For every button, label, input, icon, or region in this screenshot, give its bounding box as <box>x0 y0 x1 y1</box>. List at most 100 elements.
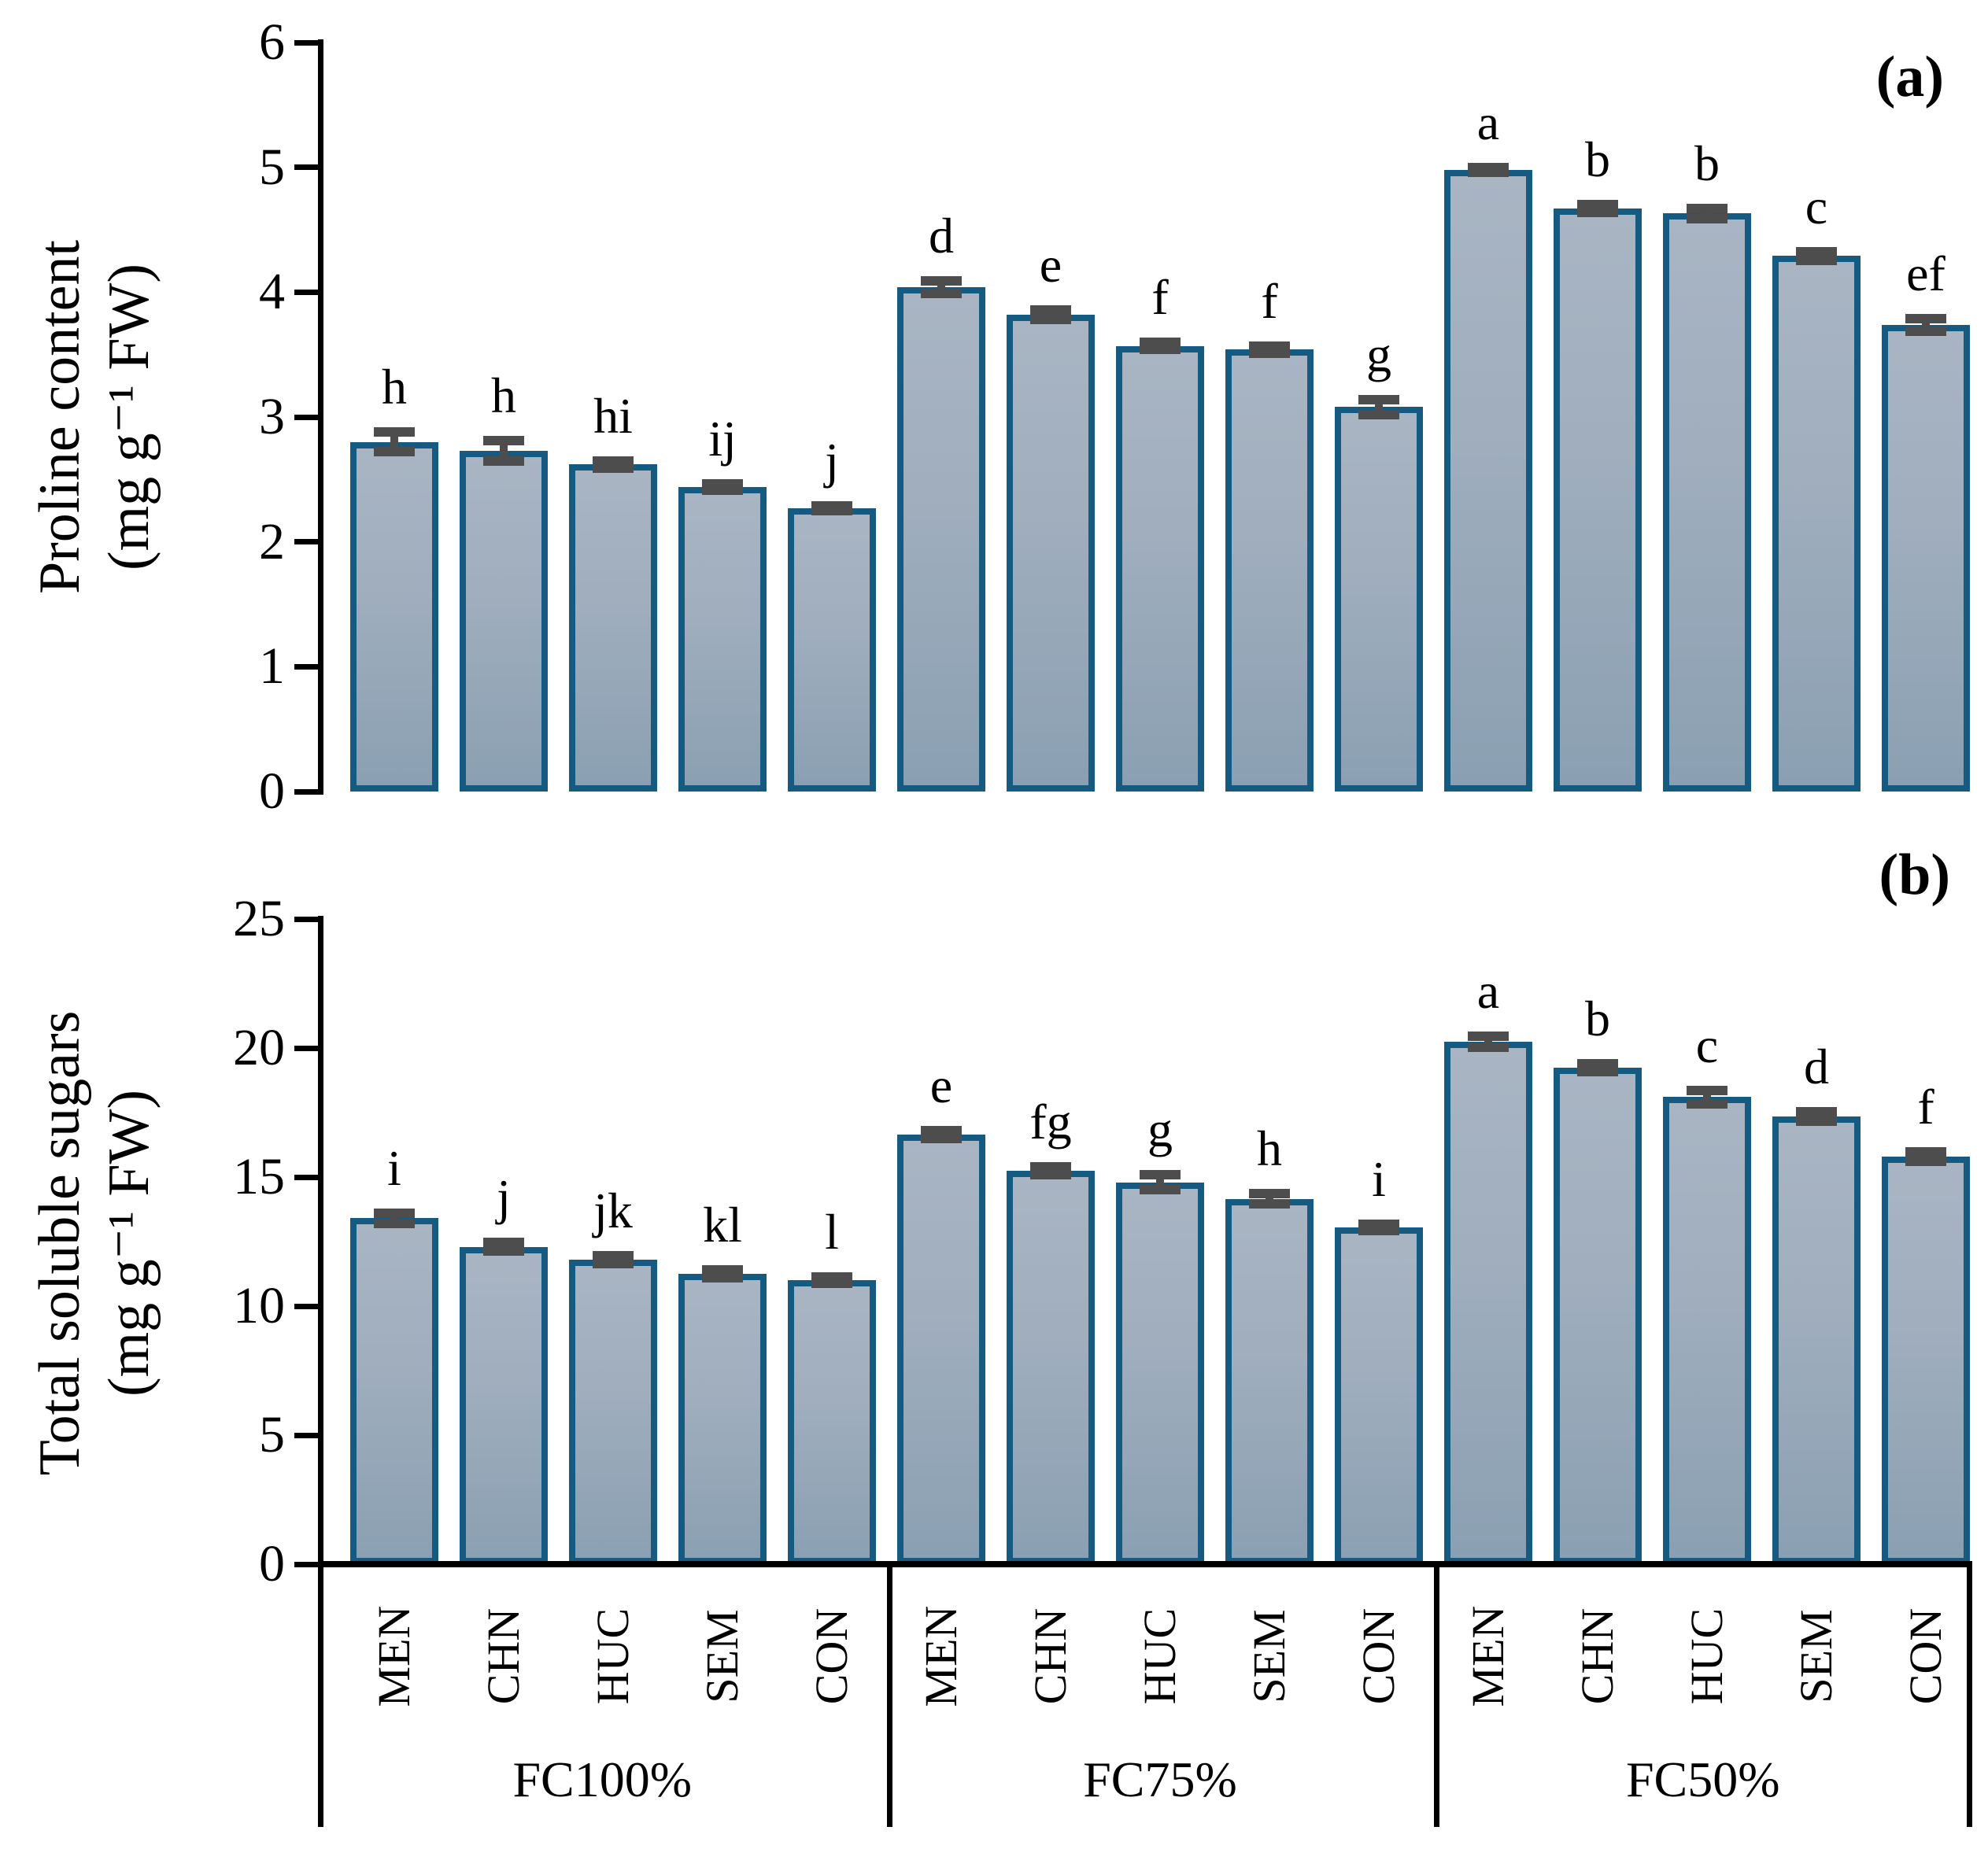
group-divider-2 <box>1433 1567 1439 1827</box>
y-axis-tick-label-a-4: 4 <box>259 263 285 321</box>
x-category-label-FC50%-CON: CON <box>1900 1607 1951 1705</box>
y-axis-tick-a-2 <box>294 539 318 545</box>
sig-letter-a-FC100%-SEM: ij <box>708 410 737 467</box>
sig-letter-a-FC100%-HUC: hi <box>593 387 633 444</box>
y-axis-tick-label-a-6: 6 <box>259 13 285 71</box>
bar-a-FC75%-CHN <box>1007 314 1095 792</box>
bar-b-FC100%-CHN <box>460 1246 548 1564</box>
sig-letter-b-FC100%-MEN: i <box>387 1139 401 1196</box>
bar-b-FC75%-SEM <box>1225 1198 1314 1564</box>
y-axis-tick-a-6 <box>294 39 318 46</box>
bar-b-FC75%-MEN <box>897 1134 985 1564</box>
error-bar-cap-top <box>483 436 524 446</box>
error-bar-cap-bottom <box>1249 1199 1290 1209</box>
bar-b-FC100%-HUC <box>569 1259 657 1564</box>
x-category-label-FC100%-MEN: MEN <box>368 1605 419 1707</box>
error-bar-cap-top <box>1358 394 1399 404</box>
x-category-label-FC100%-CON: CON <box>806 1607 857 1705</box>
bar-b-FC100%-MEN <box>350 1218 438 1564</box>
sig-letter-b-FC100%-CHN: j <box>497 1168 511 1225</box>
error-bar-cap-top <box>1577 200 1618 210</box>
error-bar-cap-bottom <box>1468 168 1509 177</box>
error-bar-stem <box>1266 1194 1273 1205</box>
y-axis-tick-a-0 <box>294 788 318 795</box>
error-bar-cap-top <box>1249 341 1290 351</box>
error-bar-cap-top <box>1468 1031 1509 1041</box>
bar-a-FC100%-HUC <box>569 464 657 792</box>
sig-letter-a-FC100%-CHN: h <box>491 367 516 424</box>
y-axis-title-b-line1: Total soluble sugars <box>28 1010 92 1476</box>
error-bar-cap-bottom <box>1577 1066 1618 1076</box>
y-axis-title-panel-b: Total soluble sugars (mg g⁻¹ FW) <box>24 858 165 1629</box>
sig-letter-b-FC75%-CON: i <box>1372 1151 1386 1208</box>
error-bar-cap-bottom <box>483 456 524 466</box>
y-axis-tick-a-5 <box>294 164 318 171</box>
group-divider-3 <box>1967 1567 1972 1827</box>
y-axis-tick-b-15 <box>294 1174 318 1180</box>
error-bar-cap-top <box>1030 304 1071 315</box>
sig-letter-b-FC100%-SEM: kl <box>703 1197 742 1253</box>
error-bar-cap-bottom <box>921 1133 962 1143</box>
x-category-label-FC75%-MEN: MEN <box>915 1605 966 1707</box>
y-axis-tick-label-a-2: 2 <box>259 512 285 570</box>
error-bar-cap-bottom <box>702 485 743 495</box>
x-group-label-FC75%: FC75% <box>1083 1751 1237 1807</box>
error-bar-cap-bottom <box>1687 213 1727 223</box>
bar-b-FC50%-CON <box>1882 1156 1970 1564</box>
sig-letter-a-FC75%-CHN: e <box>1039 236 1062 293</box>
error-bar-cap-bottom <box>1905 1156 1946 1166</box>
bar-a-FC50%-SEM <box>1772 256 1861 792</box>
x-group-label-FC50%: FC50% <box>1625 1751 1780 1807</box>
sig-letter-a-FC75%-CON: g <box>1366 326 1391 382</box>
y-axis-tick-a-1 <box>294 663 318 670</box>
error-bar-cap-bottom <box>702 1272 743 1282</box>
group-divider-1 <box>886 1567 892 1827</box>
bar-b-FC100%-SEM <box>678 1274 767 1564</box>
bar-a-FC100%-CHN <box>460 450 548 792</box>
sig-letter-b-FC100%-CON: l <box>825 1204 839 1260</box>
bar-b-FC100%-CON <box>788 1280 876 1564</box>
sig-letter-b-FC75%-HUC: g <box>1147 1102 1173 1158</box>
panel-label-b: (b) <box>1879 843 1950 907</box>
error-bar-cap-top <box>1905 1146 1946 1157</box>
panel-label-a: (a) <box>1875 45 1944 109</box>
x-group-label-FC100%: FC100% <box>512 1751 693 1807</box>
sig-letter-a-FC75%-MEN: d <box>929 208 954 264</box>
y-axis-tick-label-a-0: 0 <box>259 762 285 820</box>
group-divider-0 <box>318 1567 323 1827</box>
error-bar-cap-bottom <box>1030 315 1071 325</box>
bar-a-FC100%-SEM <box>678 486 767 792</box>
bar-a-FC50%-CON <box>1882 324 1970 792</box>
sig-letter-a-FC100%-CON: j <box>825 432 839 489</box>
error-bar-cap-bottom <box>811 1279 852 1289</box>
error-bar-stem <box>937 281 945 293</box>
error-bar-cap-top <box>483 1237 524 1247</box>
error-bar-cap-bottom <box>593 463 634 474</box>
y-axis-tick-label-b-5: 5 <box>259 1406 285 1463</box>
sig-letter-b-FC50%-MEN: a <box>1476 962 1500 1019</box>
bar-a-FC50%-CHN <box>1554 209 1642 792</box>
y-axis-tick-b-5 <box>294 1432 318 1438</box>
error-bar-cap-top <box>374 1208 415 1218</box>
error-bar-cap-bottom <box>1140 345 1181 355</box>
bar-a-FC100%-CON <box>788 507 876 792</box>
bar-b-FC50%-MEN <box>1444 1041 1532 1564</box>
sig-letter-b-FC75%-MEN: e <box>929 1057 953 1113</box>
sig-letter-b-FC50%-CON: f <box>1917 1078 1934 1135</box>
error-bar-cap-top <box>374 427 415 437</box>
y-axis-tick-label-b-0: 0 <box>259 1535 285 1593</box>
y-axis-tick-a-4 <box>294 289 318 295</box>
y-axis-tick-b-25 <box>294 916 318 922</box>
error-bar-stem <box>390 1212 398 1224</box>
error-bar-cap-bottom <box>1358 409 1399 419</box>
error-bar-cap-bottom <box>1030 1169 1071 1179</box>
error-bar-cap-bottom <box>1687 1098 1727 1109</box>
sig-letter-a-FC50%-MEN: a <box>1476 94 1500 150</box>
bar-b-FC50%-CHN <box>1554 1067 1642 1564</box>
error-bar-cap-bottom <box>374 447 415 457</box>
bar-a-FC50%-HUC <box>1663 213 1751 792</box>
y-axis-tick-label-b-10: 10 <box>233 1277 285 1334</box>
y-axis-tick-label-b-20: 20 <box>233 1019 285 1076</box>
sig-letter-b-FC50%-SEM: d <box>1804 1039 1829 1095</box>
